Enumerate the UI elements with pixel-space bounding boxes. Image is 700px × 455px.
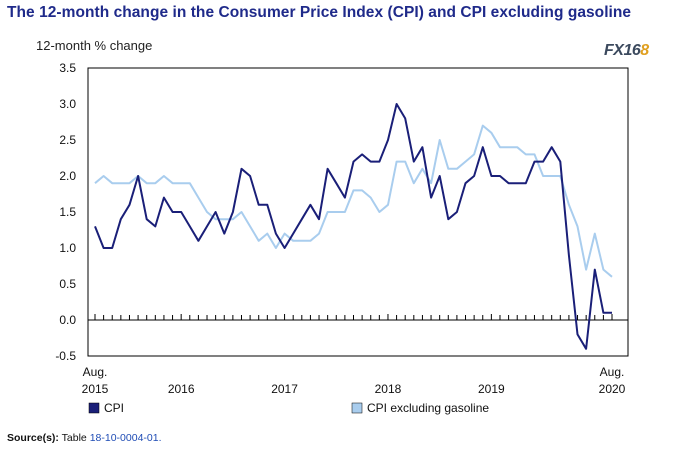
logo-prefix: FX16 (604, 42, 641, 59)
x-tick-label-year: 2019 (478, 382, 505, 396)
legend-swatch-cpi-ex-gasoline (351, 402, 363, 414)
x-tick-label-year: 2020 (599, 382, 626, 396)
cpi-ex-gasoline-series-line (94, 124, 613, 278)
logo-accent: 8 (640, 42, 649, 59)
y-tick-label: 2.5 (59, 133, 76, 147)
cpi-line-chart: 3.5 3.0 2.5 2.0 1.5 1.0 0.5 0.0 -0.5 Aug. 2015 2016… (55, 61, 629, 415)
y-tick-label: 3.5 (59, 61, 76, 75)
x-tick-label-year: 2017 (271, 382, 298, 396)
x-tick-label-year: 2015 (82, 382, 109, 396)
legend-label-cpi: CPI (104, 401, 124, 415)
y-tick-label: 2.0 (59, 169, 76, 183)
chart-title: The 12-month change in the Consumer Pric… (7, 4, 632, 21)
y-tick-label: 1.5 (59, 205, 76, 219)
x-tick-label-year: 2018 (375, 382, 402, 396)
fx168-logo: FX168 (604, 42, 649, 60)
y-tick-label: 1.0 (59, 241, 76, 255)
legend-swatch-cpi (88, 402, 100, 414)
legend-label-cpi-ex-gasoline: CPI excluding gasoline (367, 401, 489, 415)
plot-frame (87, 67, 629, 357)
x-tick-label-month: Aug. (600, 365, 625, 379)
source-text: Table (61, 432, 87, 444)
source-table-link[interactable]: 18-10-0004-01. (89, 432, 162, 444)
y-tick-label: -0.5 (55, 349, 76, 363)
cpi-series-line (94, 103, 612, 350)
y-tick-label: 0.0 (59, 313, 76, 327)
x-tick-label-year: 2016 (168, 382, 195, 396)
y-tick-label: 3.0 (59, 97, 76, 111)
y-tick-label: 0.5 (59, 277, 76, 291)
y-axis-label: 12-month % change (36, 38, 153, 53)
x-tick-label-month: Aug. (83, 365, 108, 379)
source-label: Source(s): (7, 432, 59, 444)
source-note: Source(s): Table 18-10-0004-01. (7, 432, 162, 444)
